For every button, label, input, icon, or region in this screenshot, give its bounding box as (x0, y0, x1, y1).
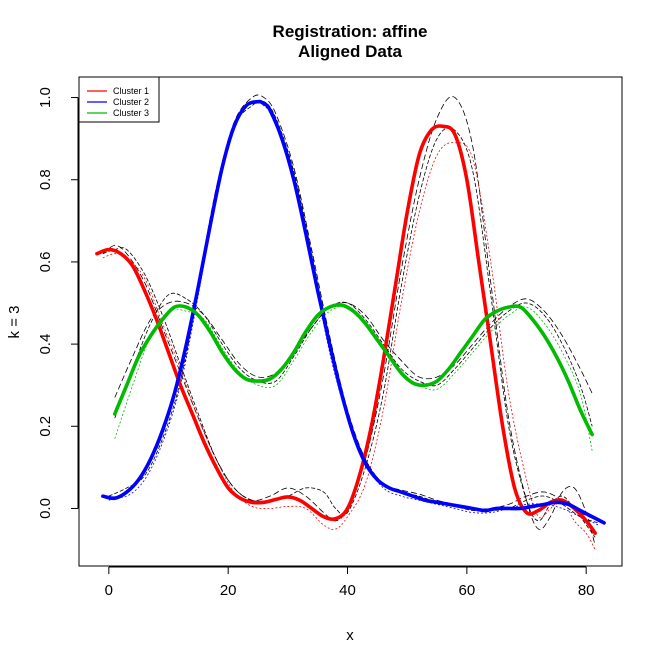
legend-label-1: Cluster 1 (113, 86, 149, 96)
x-axis-label: x (346, 627, 354, 644)
x-tick-label: 0 (105, 582, 113, 599)
series-2-mean-line (101, 99, 606, 525)
plot-frame (78, 76, 623, 567)
y-tick-label: 0.2 (37, 416, 54, 437)
x-tick-label: 80 (578, 582, 595, 599)
legend-label-3: Cluster 3 (113, 108, 149, 118)
x-tick-label: 40 (339, 582, 356, 599)
chart-subtitle: Aligned Data (298, 42, 402, 61)
plot-area (95, 94, 606, 550)
y-tick-label: 1.0 (37, 87, 54, 108)
legend-label-2: Cluster 2 (113, 97, 149, 107)
y-tick-label: 0.6 (37, 251, 54, 272)
y-tick-label: 0.4 (37, 334, 54, 355)
y-axis-label: k = 3 (6, 306, 23, 339)
chart-title: Registration: affine (273, 22, 428, 41)
x-tick-label: 60 (459, 582, 476, 599)
y-tick-label: 0.8 (37, 169, 54, 190)
series-1-member-line-3 (102, 127, 596, 538)
legend-box (78, 76, 160, 123)
series-1-mean-line (95, 124, 597, 535)
series-1-member-line-2 (102, 142, 596, 550)
y-tick-label: 0.0 (37, 498, 54, 519)
x-tick-label: 20 (220, 582, 237, 599)
series-1-member-line-1 (102, 96, 596, 546)
series-3-mean-line (113, 303, 594, 437)
axes: 0 20 40 60 80 0.0 0.2 0.4 0.6 0.8 1.0 (37, 87, 595, 599)
